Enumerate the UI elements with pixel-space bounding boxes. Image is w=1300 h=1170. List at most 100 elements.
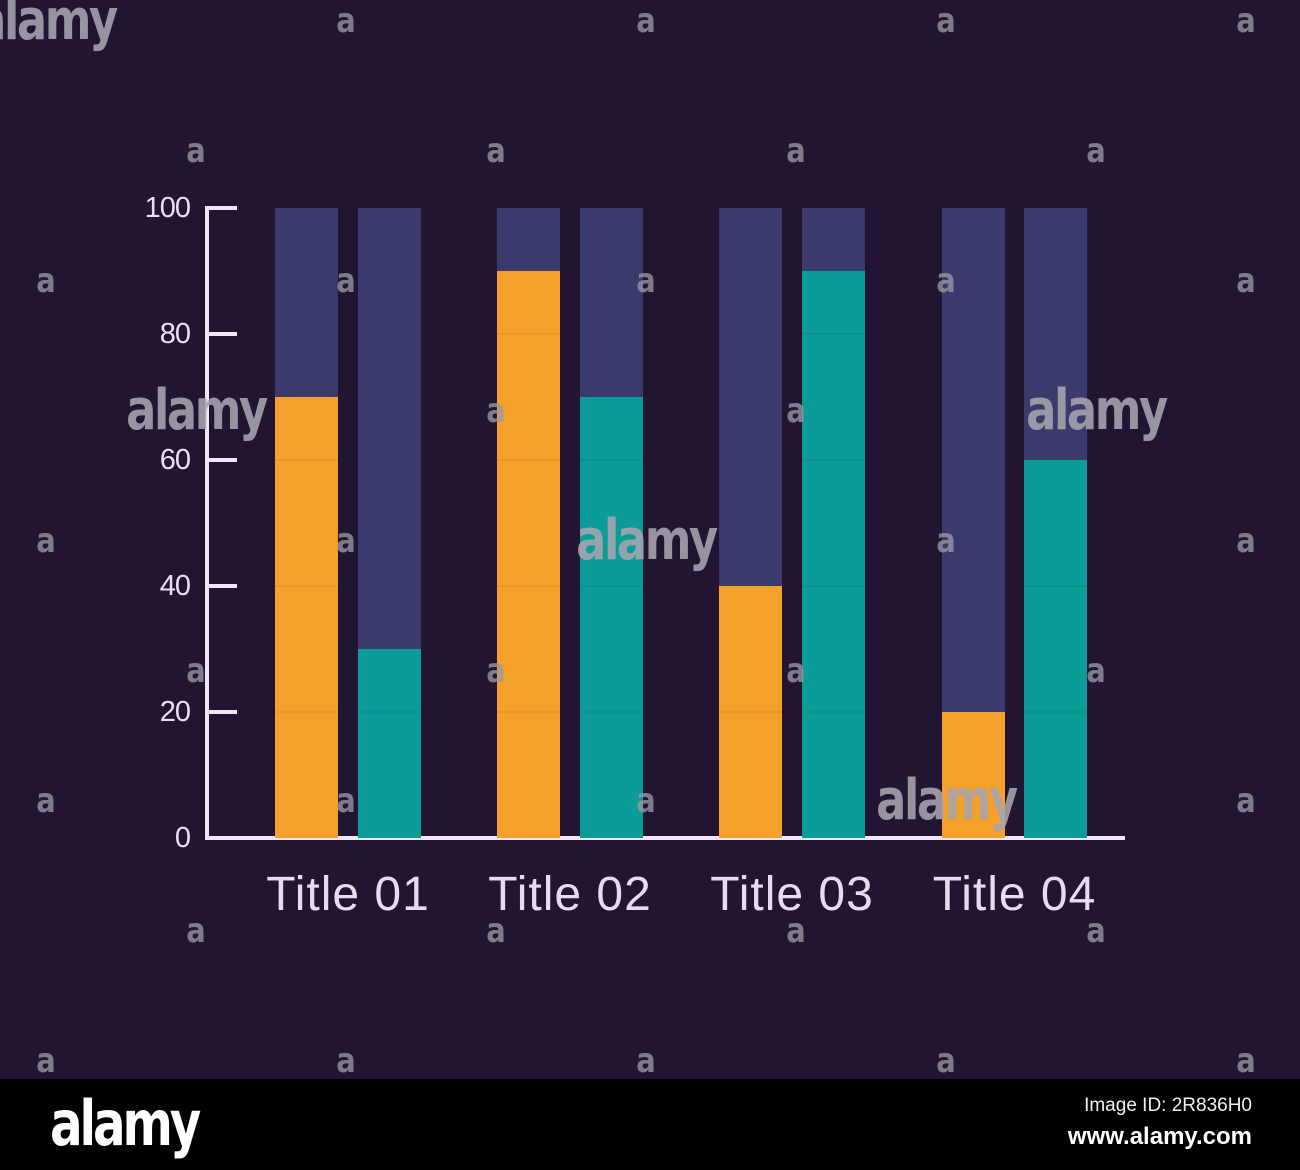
alamy-watermark-tile: a: [1236, 781, 1256, 821]
alamy-watermark-tile: a: [636, 1, 656, 41]
bar-segment-seam: [719, 711, 782, 713]
x-axis-category-label: Title 03: [710, 868, 874, 921]
bar-segment-seam: [1024, 585, 1087, 587]
alamy-watermark-text: alamy: [1026, 378, 1168, 443]
y-axis-tick: [205, 710, 237, 714]
alamy-watermark-tile: a: [936, 1, 956, 41]
x-axis-category-label: Title 02: [488, 868, 652, 921]
alamy-watermark-tile: a: [786, 131, 806, 171]
watermark-layer: alamy a a a a a a a a a a a a a alamy a a alamy a a alamy a a a…: [0, 0, 1256, 1081]
alamy-url-text: www.alamy.com: [1067, 1123, 1252, 1150]
alamy-watermark-tile: a: [486, 391, 506, 431]
alamy-watermark-text: alamy: [876, 768, 1018, 833]
y-axis-line: [205, 206, 209, 840]
alamy-watermark-text: alamy: [0, 0, 118, 53]
alamy-watermark-tile: a: [636, 1041, 656, 1081]
bar-segment-seam: [580, 711, 643, 713]
alamy-watermark-tile: a: [36, 261, 56, 301]
alamy-watermark-tile: a: [786, 911, 806, 951]
alamy-watermark-tile: a: [36, 1041, 56, 1081]
bar-orange-series-1: [275, 208, 338, 838]
bar-teal-series-4: [1024, 208, 1087, 838]
alamy-watermark-tile: a: [636, 781, 656, 821]
bar-value-segment: [358, 649, 421, 838]
alamy-watermark-tile: a: [1236, 1, 1256, 41]
y-axis-tick: [205, 332, 237, 336]
y-axis-tick-label: 80: [159, 318, 191, 350]
alamy-watermark-tile: a: [1086, 651, 1106, 691]
bar-remainder-segment: [497, 208, 560, 271]
footer-bar: alamy Image ID: 2R836H0 www.alamy.com: [0, 1079, 1300, 1170]
footer-credits: Image ID: 2R836H0 www.alamy.com: [1068, 1094, 1252, 1151]
alamy-watermark-tile: a: [336, 1, 356, 41]
alamy-watermark-tile: a: [1086, 131, 1106, 171]
bar-segment-seam: [1024, 711, 1087, 713]
alamy-watermark-tile: a: [1236, 521, 1256, 561]
bar-remainder-segment: [1024, 208, 1087, 460]
bar-value-segment: [942, 712, 1005, 838]
alamy-watermark-tile: a: [936, 1041, 956, 1081]
bar-segment-seam: [497, 333, 560, 335]
alamy-watermark-tile: a: [1236, 261, 1256, 301]
alamy-watermark-tile: a: [786, 391, 806, 431]
bar-teal-series-2: [580, 208, 643, 838]
image-id-text: Image ID: 2R836H0: [1084, 1095, 1252, 1116]
bar-segment-seam: [802, 459, 865, 461]
bar-segment-seam: [497, 459, 560, 461]
alamy-logo: alamy: [50, 1087, 201, 1160]
bar-segment-seam: [275, 711, 338, 713]
y-axis-tick-label: 20: [159, 696, 191, 728]
alamy-watermark-text: alamy: [126, 378, 268, 443]
alamy-watermark-tile: a: [486, 651, 506, 691]
bar-value-segment: [802, 271, 865, 838]
bar-remainder-segment: [580, 208, 643, 397]
bar-value-segment: [1024, 460, 1087, 838]
bar-remainder-segment: [358, 208, 421, 649]
alamy-watermark-tile: a: [1236, 1041, 1256, 1081]
bar-value-segment: [275, 397, 338, 838]
alamy-watermark-tile: a: [936, 261, 956, 301]
y-axis-tick: [205, 458, 237, 462]
bar-segment-seam: [580, 459, 643, 461]
bar-value-segment: [719, 586, 782, 838]
x-axis-category-label: Title 04: [932, 868, 1097, 921]
y-axis-tick: [205, 206, 237, 210]
y-axis-tick: [205, 584, 237, 588]
bar-segment-seam: [358, 711, 421, 713]
alamy-watermark-tile: a: [1086, 911, 1106, 951]
x-axis-line: [205, 836, 1125, 840]
y-axis-tick-label: 60: [159, 444, 191, 476]
bar-remainder-segment: [802, 208, 865, 271]
alamy-watermark-tile: a: [786, 651, 806, 691]
x-axis-category-label: Title 01: [266, 868, 430, 921]
alamy-watermark-text: alamy: [576, 508, 718, 573]
alamy-watermark-tile: a: [186, 911, 206, 951]
bar-orange-series-2: [497, 208, 560, 838]
alamy-watermark-tile: a: [336, 781, 356, 821]
bar-teal-series-3: [802, 208, 865, 838]
alamy-watermark-tile: a: [336, 1041, 356, 1081]
bar-segment-seam: [802, 711, 865, 713]
bar-orange-series-4: [942, 208, 1005, 838]
bar-orange-series-3: [719, 208, 782, 838]
bar-remainder-segment: [719, 208, 782, 586]
bar-segment-seam: [802, 333, 865, 335]
bar-segment-seam: [497, 711, 560, 713]
bar-teal-series-1: [358, 208, 421, 838]
bar-segment-seam: [497, 585, 560, 587]
alamy-watermark-tile: a: [36, 521, 56, 561]
y-axis-tick-label: 0: [174, 822, 191, 854]
bar-value-segment: [580, 397, 643, 838]
alamy-watermark-tile: a: [336, 521, 356, 561]
alamy-watermark-tile: a: [186, 651, 206, 691]
alamy-watermark-tile: a: [486, 911, 506, 951]
alamy-watermark-tile: a: [336, 261, 356, 301]
alamy-watermark-tile: a: [186, 131, 206, 171]
bar-segment-seam: [275, 585, 338, 587]
y-axis-tick-label: 40: [159, 570, 191, 602]
bar-remainder-segment: [275, 208, 338, 397]
alamy-watermark-tile: a: [36, 781, 56, 821]
bar-segment-seam: [275, 459, 338, 461]
